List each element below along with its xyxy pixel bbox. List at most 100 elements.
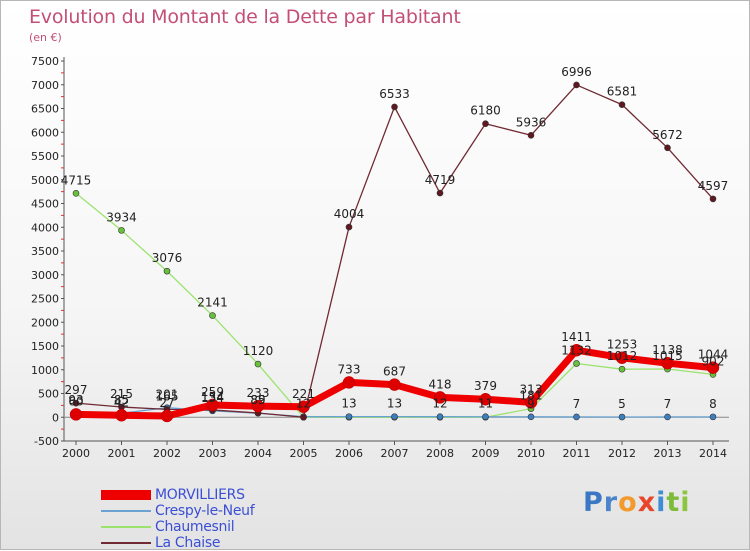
y-tick-label: 500 — [38, 388, 59, 401]
data-label: 1015 — [652, 349, 683, 363]
y-tick-label: 7000 — [31, 79, 59, 92]
y-tick-label: 2000 — [31, 316, 59, 329]
logo-letter: r — [603, 487, 619, 518]
logo-letter: t — [666, 487, 681, 518]
legend-label: Chaumesnil — [155, 519, 235, 535]
data-label: 11 — [478, 397, 493, 411]
data-label: 181 — [520, 389, 543, 403]
data-label: 4715 — [61, 173, 92, 187]
x-tick-label: 2000 — [62, 447, 90, 460]
y-tick-label: 4000 — [31, 221, 59, 234]
legend-item: Crespy-le-Neuf — [101, 503, 361, 519]
data-label: 687 — [383, 365, 406, 379]
data-label: 165 — [156, 389, 179, 403]
data-label: 1012 — [607, 349, 638, 363]
data-point — [479, 392, 492, 406]
chart-unit-label: (en €) — [29, 31, 62, 44]
legend-item: MORVILLIERS — [101, 487, 361, 503]
x-tick-label: 2013 — [654, 447, 682, 460]
data-point — [527, 131, 535, 139]
data-point — [69, 408, 83, 421]
data-label: 1253 — [607, 338, 638, 352]
data-point — [345, 413, 353, 420]
y-tick-label: -500 — [34, 435, 59, 448]
data-point — [706, 361, 720, 374]
data-point — [618, 413, 626, 421]
y-tick-label: 6500 — [31, 103, 59, 116]
data-label: 9 — [527, 397, 535, 411]
x-tick-label: 2004 — [244, 447, 272, 460]
data-label: 733 — [338, 362, 361, 376]
x-tick-label: 2014 — [699, 447, 727, 460]
data-point — [72, 189, 80, 197]
x-tick-label: 2002 — [153, 447, 181, 460]
legend-swatch — [101, 542, 151, 544]
data-label: 1120 — [243, 344, 274, 358]
data-label: 13 — [341, 397, 356, 411]
data-label: 85 — [114, 393, 129, 407]
y-tick-label: 1500 — [31, 340, 59, 353]
data-point — [573, 81, 580, 89]
data-label: 313 — [520, 382, 543, 396]
data-label: 5672 — [652, 128, 683, 142]
data-label: 13 — [387, 397, 402, 411]
data-label: 8 — [709, 397, 717, 411]
x-tick-label: 2003 — [199, 447, 227, 460]
chart-legend: MORVILLIERS Crespy-le-Neuf Chaumesnil La Ch… — [101, 487, 361, 551]
data-label: 1132 — [561, 343, 592, 357]
legend-swatch — [101, 526, 151, 528]
data-label: 6581 — [607, 85, 638, 99]
data-label: 221 — [292, 387, 315, 401]
data-label: 42 — [114, 395, 129, 409]
data-label: 12 — [296, 397, 311, 411]
data-label: 6996 — [561, 65, 592, 79]
data-label: 4719 — [425, 173, 456, 187]
legend-label: Crespy-le-Neuf — [155, 503, 255, 519]
legend-swatch — [101, 510, 151, 512]
legend-label: La Chaise — [155, 535, 221, 551]
data-label: 5936 — [516, 115, 547, 129]
data-point — [72, 399, 80, 407]
data-label: 7 — [664, 397, 672, 411]
y-tick-label: 5000 — [31, 174, 59, 187]
data-label: 93 — [68, 393, 83, 407]
x-tick-label: 2009 — [472, 447, 500, 460]
data-point — [661, 356, 674, 370]
data-point — [209, 312, 216, 319]
data-label: 134 — [201, 391, 224, 405]
logo-letter: P — [583, 487, 604, 518]
data-label: 201 — [156, 388, 179, 402]
x-tick-label: 2011 — [563, 447, 591, 460]
data-point — [163, 267, 171, 275]
data-point — [482, 413, 489, 421]
legend-label: MORVILLIERS — [155, 487, 245, 503]
y-tick-label: 4500 — [31, 198, 59, 211]
data-point — [300, 413, 307, 421]
data-point — [618, 365, 626, 373]
data-label: 902 — [702, 354, 725, 368]
data-label: 3076 — [152, 251, 183, 265]
chart-title: Evolution du Montant de la Dette par Hab… — [29, 6, 461, 28]
data-label: 3934 — [106, 210, 137, 224]
data-label: 233 — [247, 386, 270, 400]
data-point — [664, 413, 671, 421]
data-label: 89 — [250, 393, 265, 407]
logo-letter: i — [656, 487, 667, 518]
data-point — [573, 413, 580, 421]
data-point — [118, 227, 125, 234]
data-point — [524, 396, 538, 409]
y-tick-label: 5500 — [31, 150, 59, 163]
data-point — [297, 400, 310, 414]
data-point — [618, 101, 626, 108]
data-label: 4597 — [698, 179, 729, 193]
data-label: 2141 — [197, 296, 228, 310]
data-label: 297 — [65, 383, 88, 397]
data-point — [615, 351, 629, 364]
data-label: 6533 — [379, 87, 410, 101]
data-point — [251, 399, 265, 413]
data-label: 1044 — [698, 348, 729, 362]
legend-item: La Chaise — [101, 535, 361, 551]
data-label: 1138 — [652, 343, 683, 357]
